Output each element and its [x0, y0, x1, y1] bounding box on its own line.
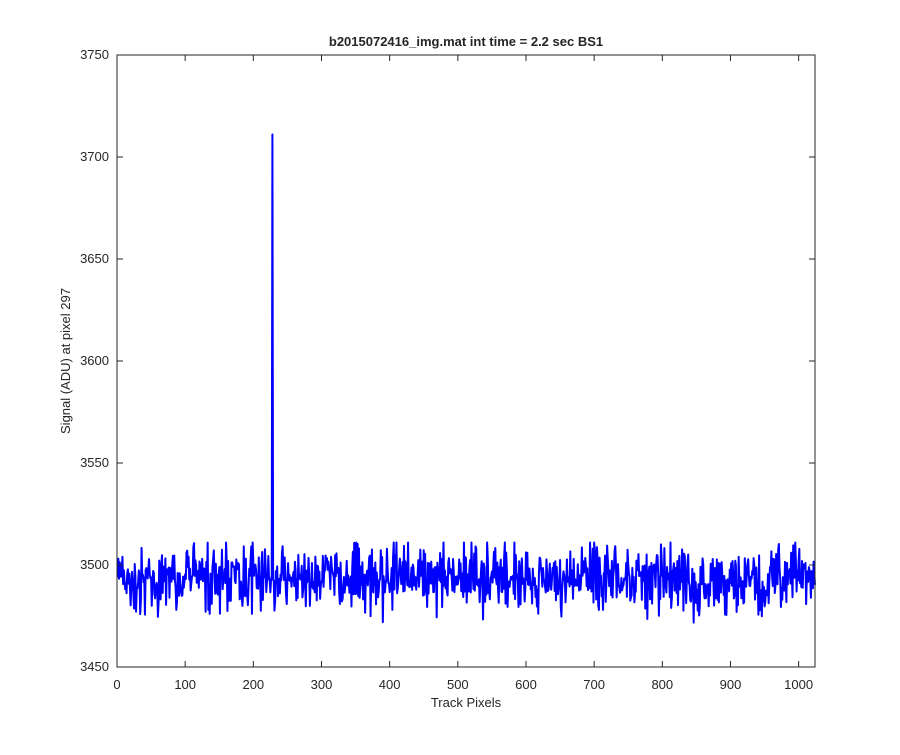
plot-area: 0 100 200 300 400 500 600 700 800 900 1000 3450 3500…	[80, 47, 816, 692]
x-tick-label: 100	[174, 677, 196, 692]
x-tick-label: 800	[651, 677, 673, 692]
x-tick-label: 600	[515, 677, 537, 692]
x-tick-label: 0	[113, 677, 120, 692]
y-tick-label: 3650	[80, 251, 109, 266]
series-line	[116, 133, 816, 624]
y-axis-label: Signal (ADU) at pixel 297	[58, 288, 73, 434]
x-tick-label: 900	[720, 677, 742, 692]
y-tick-label: 3700	[80, 149, 109, 164]
x-tick-label: 400	[379, 677, 401, 692]
x-tick-label: 300	[311, 677, 333, 692]
x-axis-label: Track Pixels	[431, 695, 502, 710]
x-tick-label: 700	[583, 677, 605, 692]
y-tick-label: 3550	[80, 455, 109, 470]
chart-title: b2015072416_img.mat int time = 2.2 sec B…	[329, 34, 603, 49]
y-tick-label: 3750	[80, 47, 109, 62]
x-tick-label: 500	[447, 677, 469, 692]
x-tick-label: 1000	[784, 677, 813, 692]
y-tick-label: 3500	[80, 557, 109, 572]
y-tick-label: 3450	[80, 659, 109, 674]
x-tick-label: 200	[242, 677, 264, 692]
y-tick-label: 3600	[80, 353, 109, 368]
